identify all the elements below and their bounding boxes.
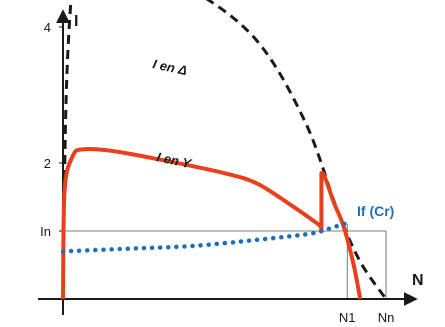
x-tick-label: Nn <box>378 310 395 325</box>
x-tick-labels: N1 Nn <box>339 310 394 325</box>
x-axis-title: N <box>412 272 424 289</box>
series-lines <box>60 0 388 300</box>
y-tick-label: 2 <box>44 156 51 171</box>
series-line-if <box>60 220 350 254</box>
y-tick-label: 4 <box>44 20 51 35</box>
y-tick-label: In <box>40 224 51 239</box>
series-label-if: If (Cr) <box>357 203 394 219</box>
x-tick-label: N1 <box>339 310 356 325</box>
series-line-star <box>61 146 363 300</box>
series-line-delta <box>61 0 388 300</box>
y-axis-title: I <box>74 13 78 30</box>
y-tick-labels: Id/In42In <box>40 20 63 239</box>
series-label-star: I en Y <box>155 149 193 171</box>
series-label-delta: I en Δ <box>151 56 188 78</box>
